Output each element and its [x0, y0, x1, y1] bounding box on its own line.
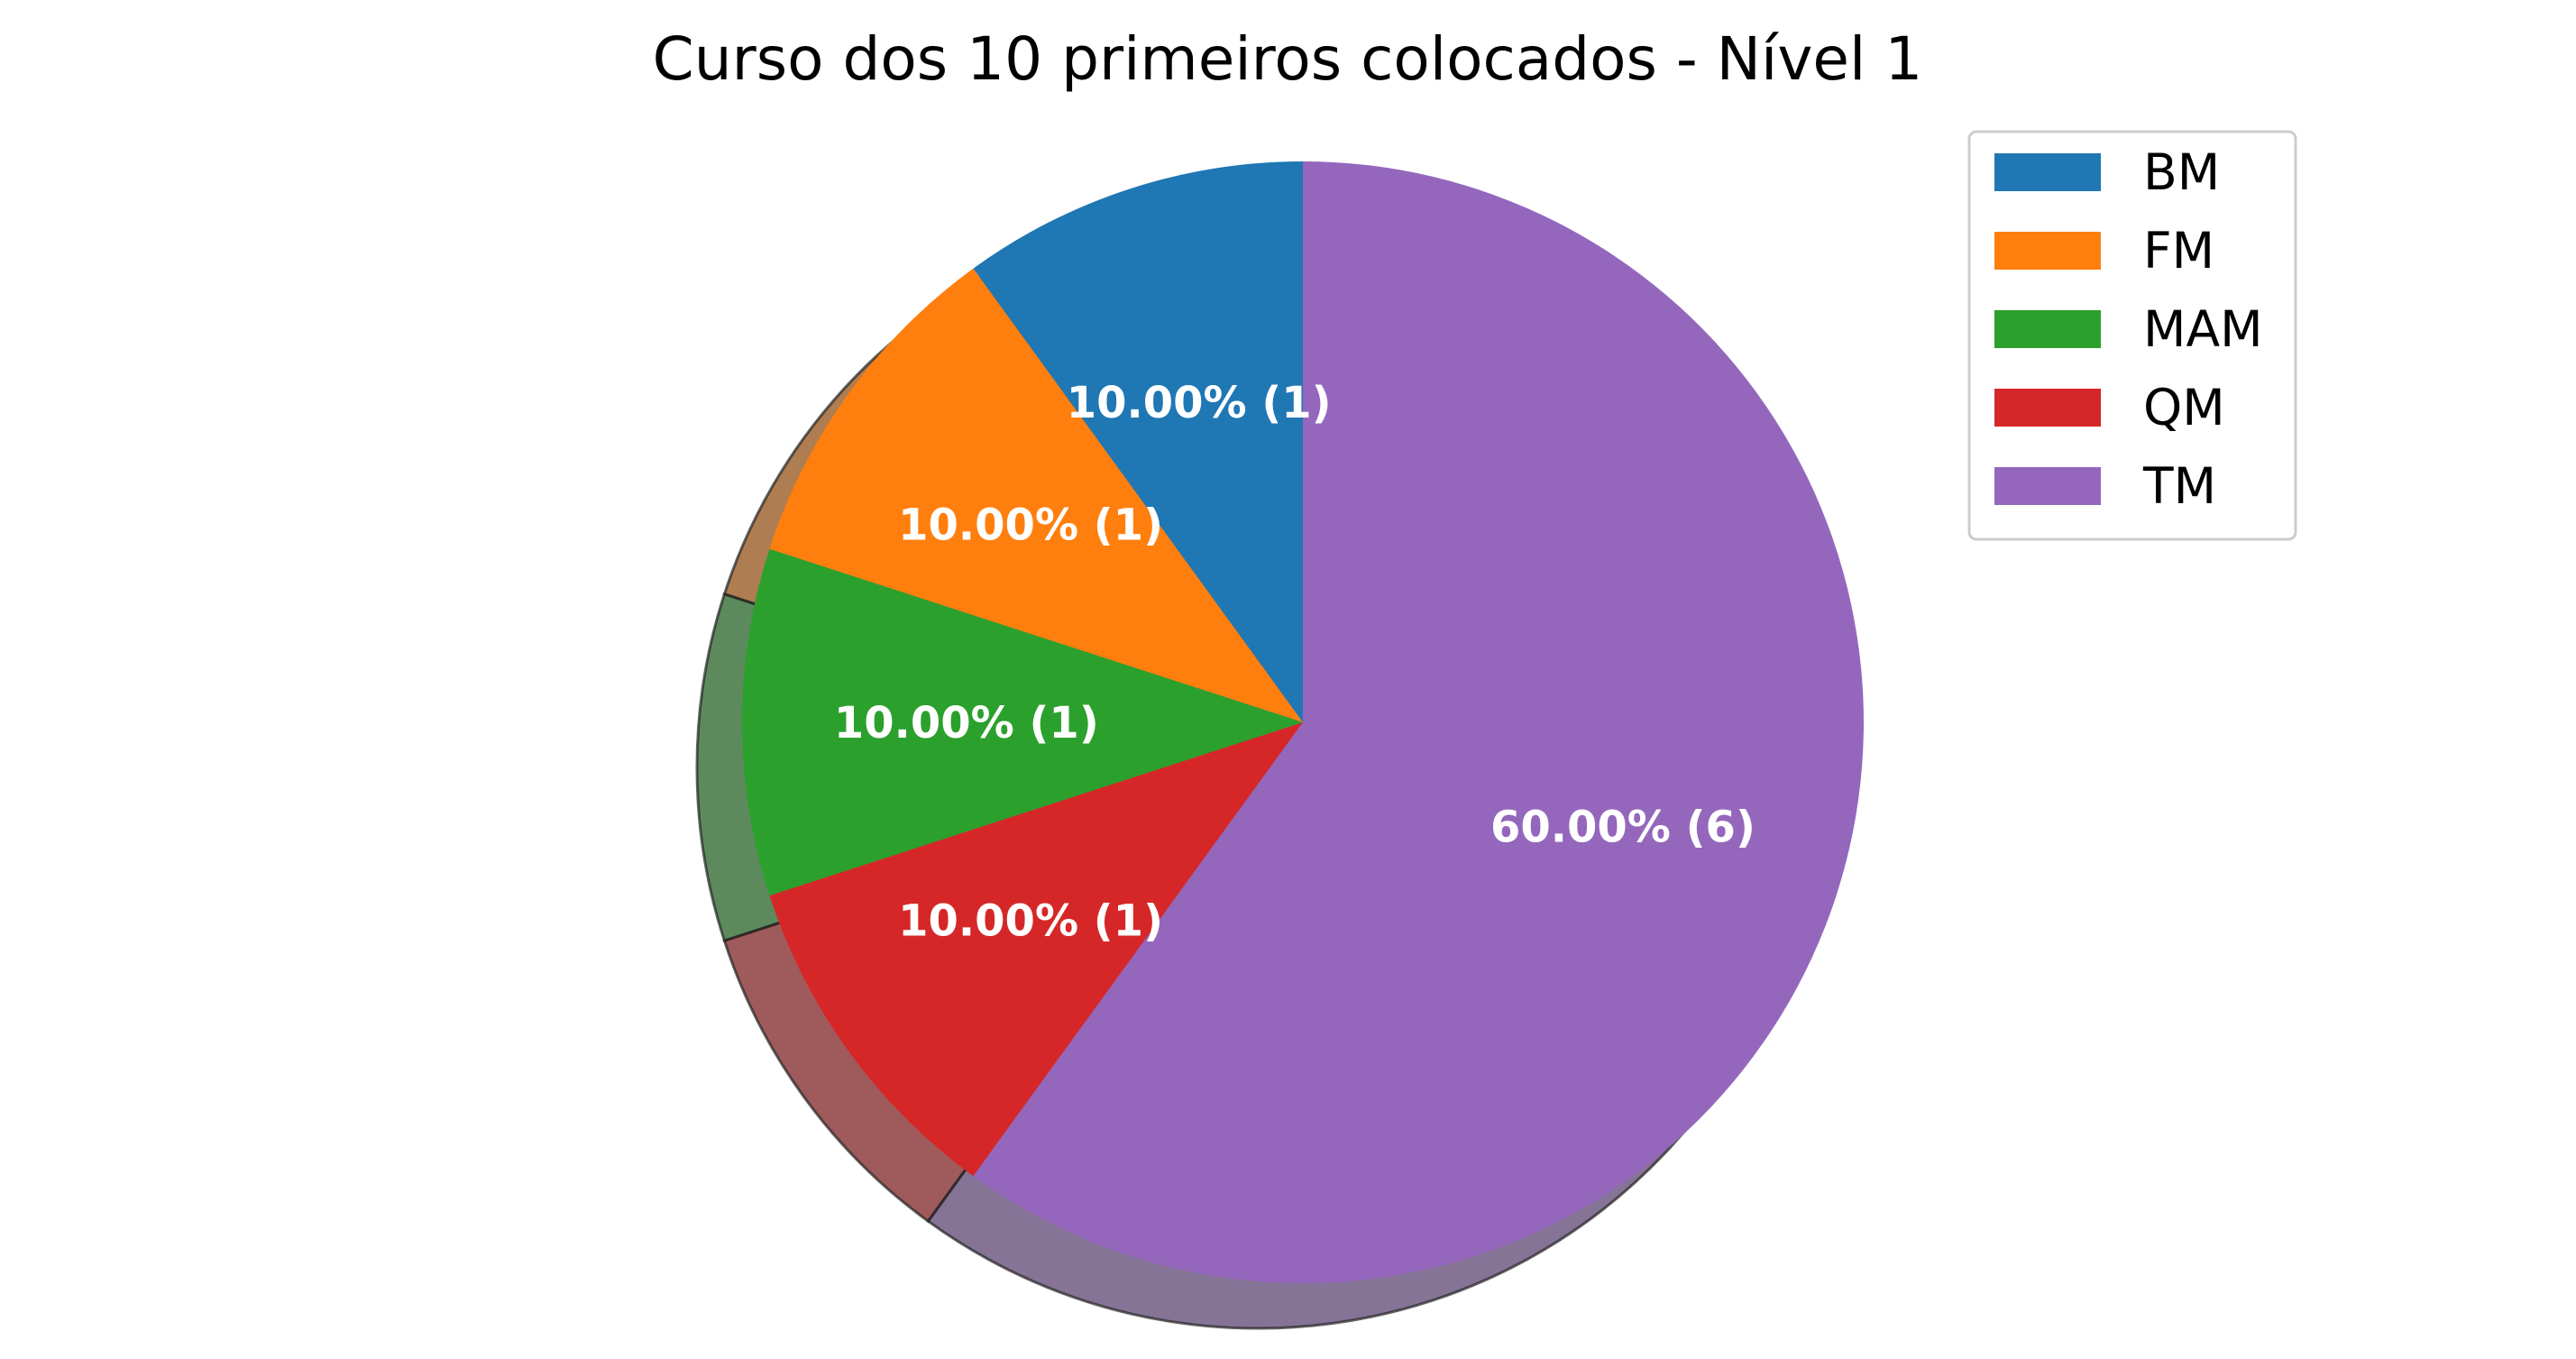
- legend-label-fm: FM: [2143, 222, 2214, 280]
- legend-swatch-bm: [1994, 153, 2101, 191]
- pie-slices: [741, 161, 1865, 1283]
- legend-label-bm: BM: [2143, 143, 2220, 201]
- legend-swatch-tm: [1994, 467, 2101, 505]
- legend-swatch-qm: [1994, 389, 2101, 427]
- legend-label-tm: TM: [2142, 457, 2216, 515]
- pie-labels: 10.00% (1) 10.00% (1) 10.00% (1) 10.00% (1)…: [834, 378, 1756, 946]
- pie-slice-mam: [741, 548, 1303, 896]
- slice-label-bm: 10.00% (1): [1067, 378, 1332, 428]
- pie-slice-qm: [769, 722, 1303, 1177]
- legend-swatch-mam: [1994, 310, 2101, 348]
- pie-slice-fm: [769, 268, 1303, 722]
- legend: BM FM MAM QM TM: [1967, 130, 2297, 541]
- legend-label-mam: MAM: [2143, 300, 2263, 358]
- slice-label-fm: 10.00% (1): [898, 500, 1163, 551]
- legend-swatch-fm: [1994, 232, 2101, 270]
- slice-label-mam: 10.00% (1): [834, 698, 1099, 748]
- chart-title: Curso dos 10 primeiros colocados - Nível…: [653, 24, 1923, 94]
- pie-slice-bm: [973, 161, 1303, 722]
- slice-label-qm: 10.00% (1): [898, 895, 1163, 946]
- slice-label-tm: 60.00% (6): [1490, 802, 1756, 852]
- pie-slice-tm: [973, 161, 1865, 1283]
- legend-label-qm: QM: [2143, 379, 2225, 436]
